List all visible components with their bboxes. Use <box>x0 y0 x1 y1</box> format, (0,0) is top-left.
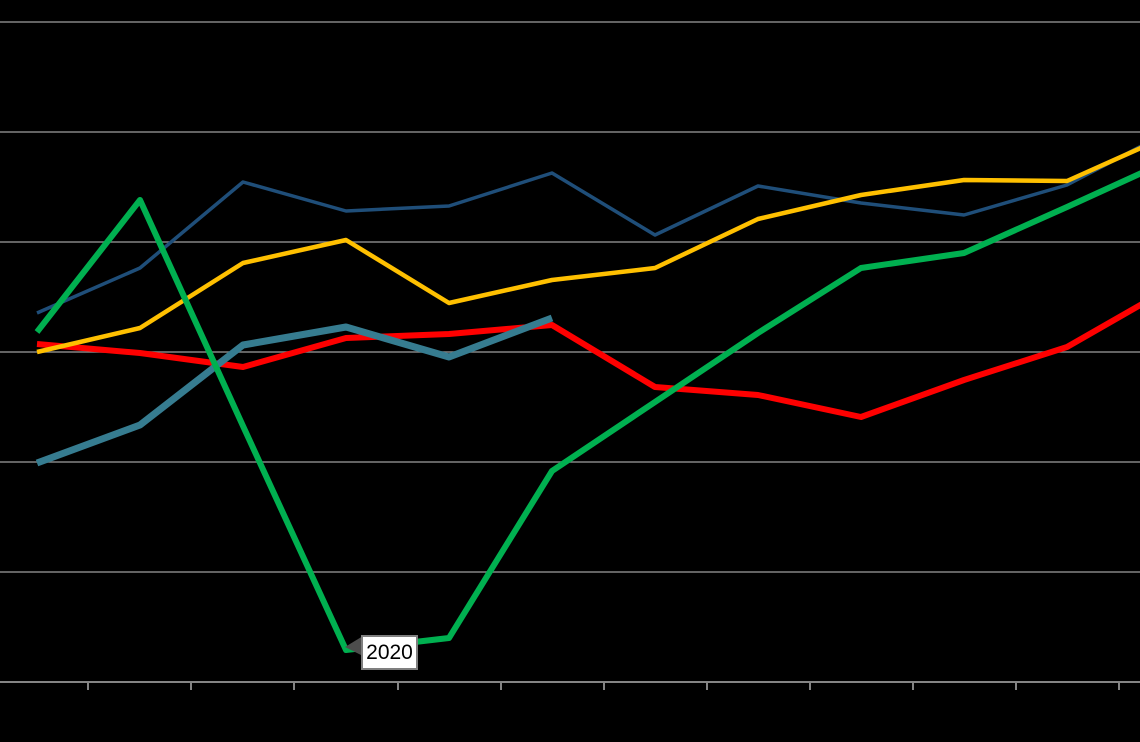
callout-pointer <box>345 636 363 656</box>
callout-label: 2020 <box>366 640 413 664</box>
series-line-green <box>34 170 1140 653</box>
series-line-red <box>36 301 1140 420</box>
series-line-navy-blue <box>36 144 1140 315</box>
series-line-teal <box>35 314 554 467</box>
series-line-gold <box>36 145 1140 355</box>
callout-2020: 2020 <box>361 635 418 670</box>
